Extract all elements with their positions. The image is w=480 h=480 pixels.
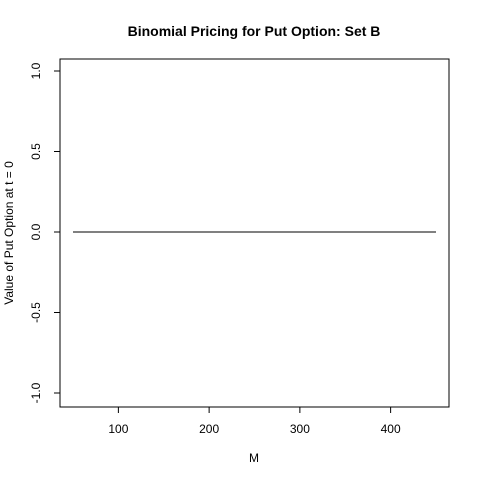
y-tick-label: -1.0: [29, 382, 43, 403]
x-tick-label: 200: [199, 422, 219, 436]
y-axis-label: Value of Put Option at t = 0: [2, 161, 16, 305]
chart-title: Binomial Pricing for Put Option: Set B: [128, 23, 381, 39]
x-tick-label: 300: [290, 422, 310, 436]
y-tick-label: 1.0: [29, 62, 43, 79]
x-axis-label: M: [249, 451, 259, 465]
y-tick-label: 0.5: [29, 143, 43, 160]
x-axis: 100 200 300 400: [108, 407, 401, 436]
y-tick-label: 0.0: [29, 223, 43, 240]
y-axis: -1.0 -0.5 0.0 0.5 1.0: [29, 62, 60, 403]
plot-frame: [59, 58, 450, 408]
y-tick-label: -0.5: [29, 302, 43, 323]
x-tick-label: 400: [381, 422, 401, 436]
x-tick-label: 100: [108, 422, 128, 436]
